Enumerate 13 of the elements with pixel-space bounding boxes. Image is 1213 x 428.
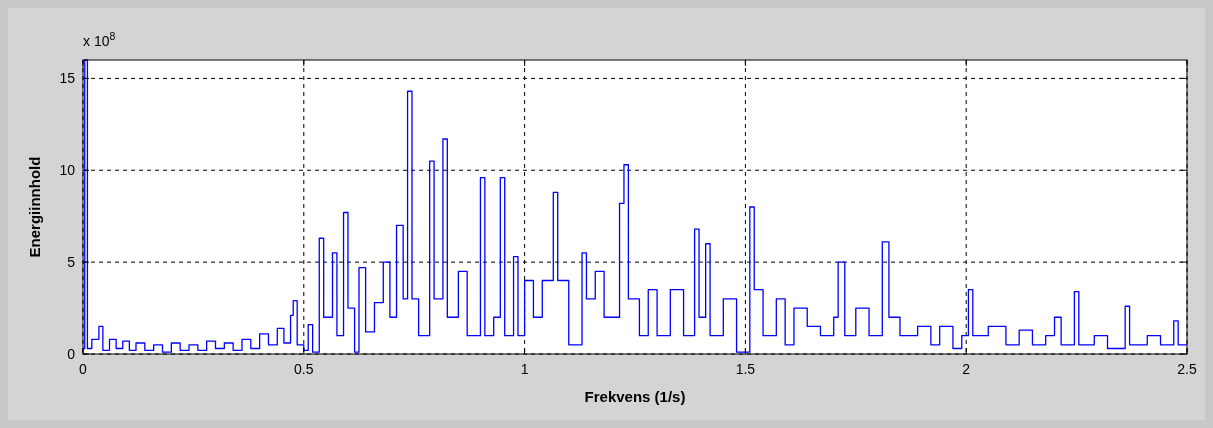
x-tick-label: 2: [962, 361, 971, 377]
x-axis-title: Frekvens (1/s): [584, 388, 686, 405]
y-tick-label: 15: [59, 70, 76, 87]
x-tick-label: 0.5: [294, 361, 314, 377]
x-tick-label: 1.5: [735, 361, 756, 377]
x-tick-label: 0: [79, 361, 88, 377]
y-axis-title: Energiinnhold: [26, 156, 43, 258]
text: x 10$^{8}$: [83, 30, 116, 49]
x-tick-label: 2.5: [1177, 361, 1197, 377]
x-tick-label: 1: [520, 361, 529, 377]
y-tick-label: 5: [67, 254, 76, 271]
y-tick-label: 10: [59, 162, 76, 179]
y-tick-label: 0: [67, 346, 76, 362]
